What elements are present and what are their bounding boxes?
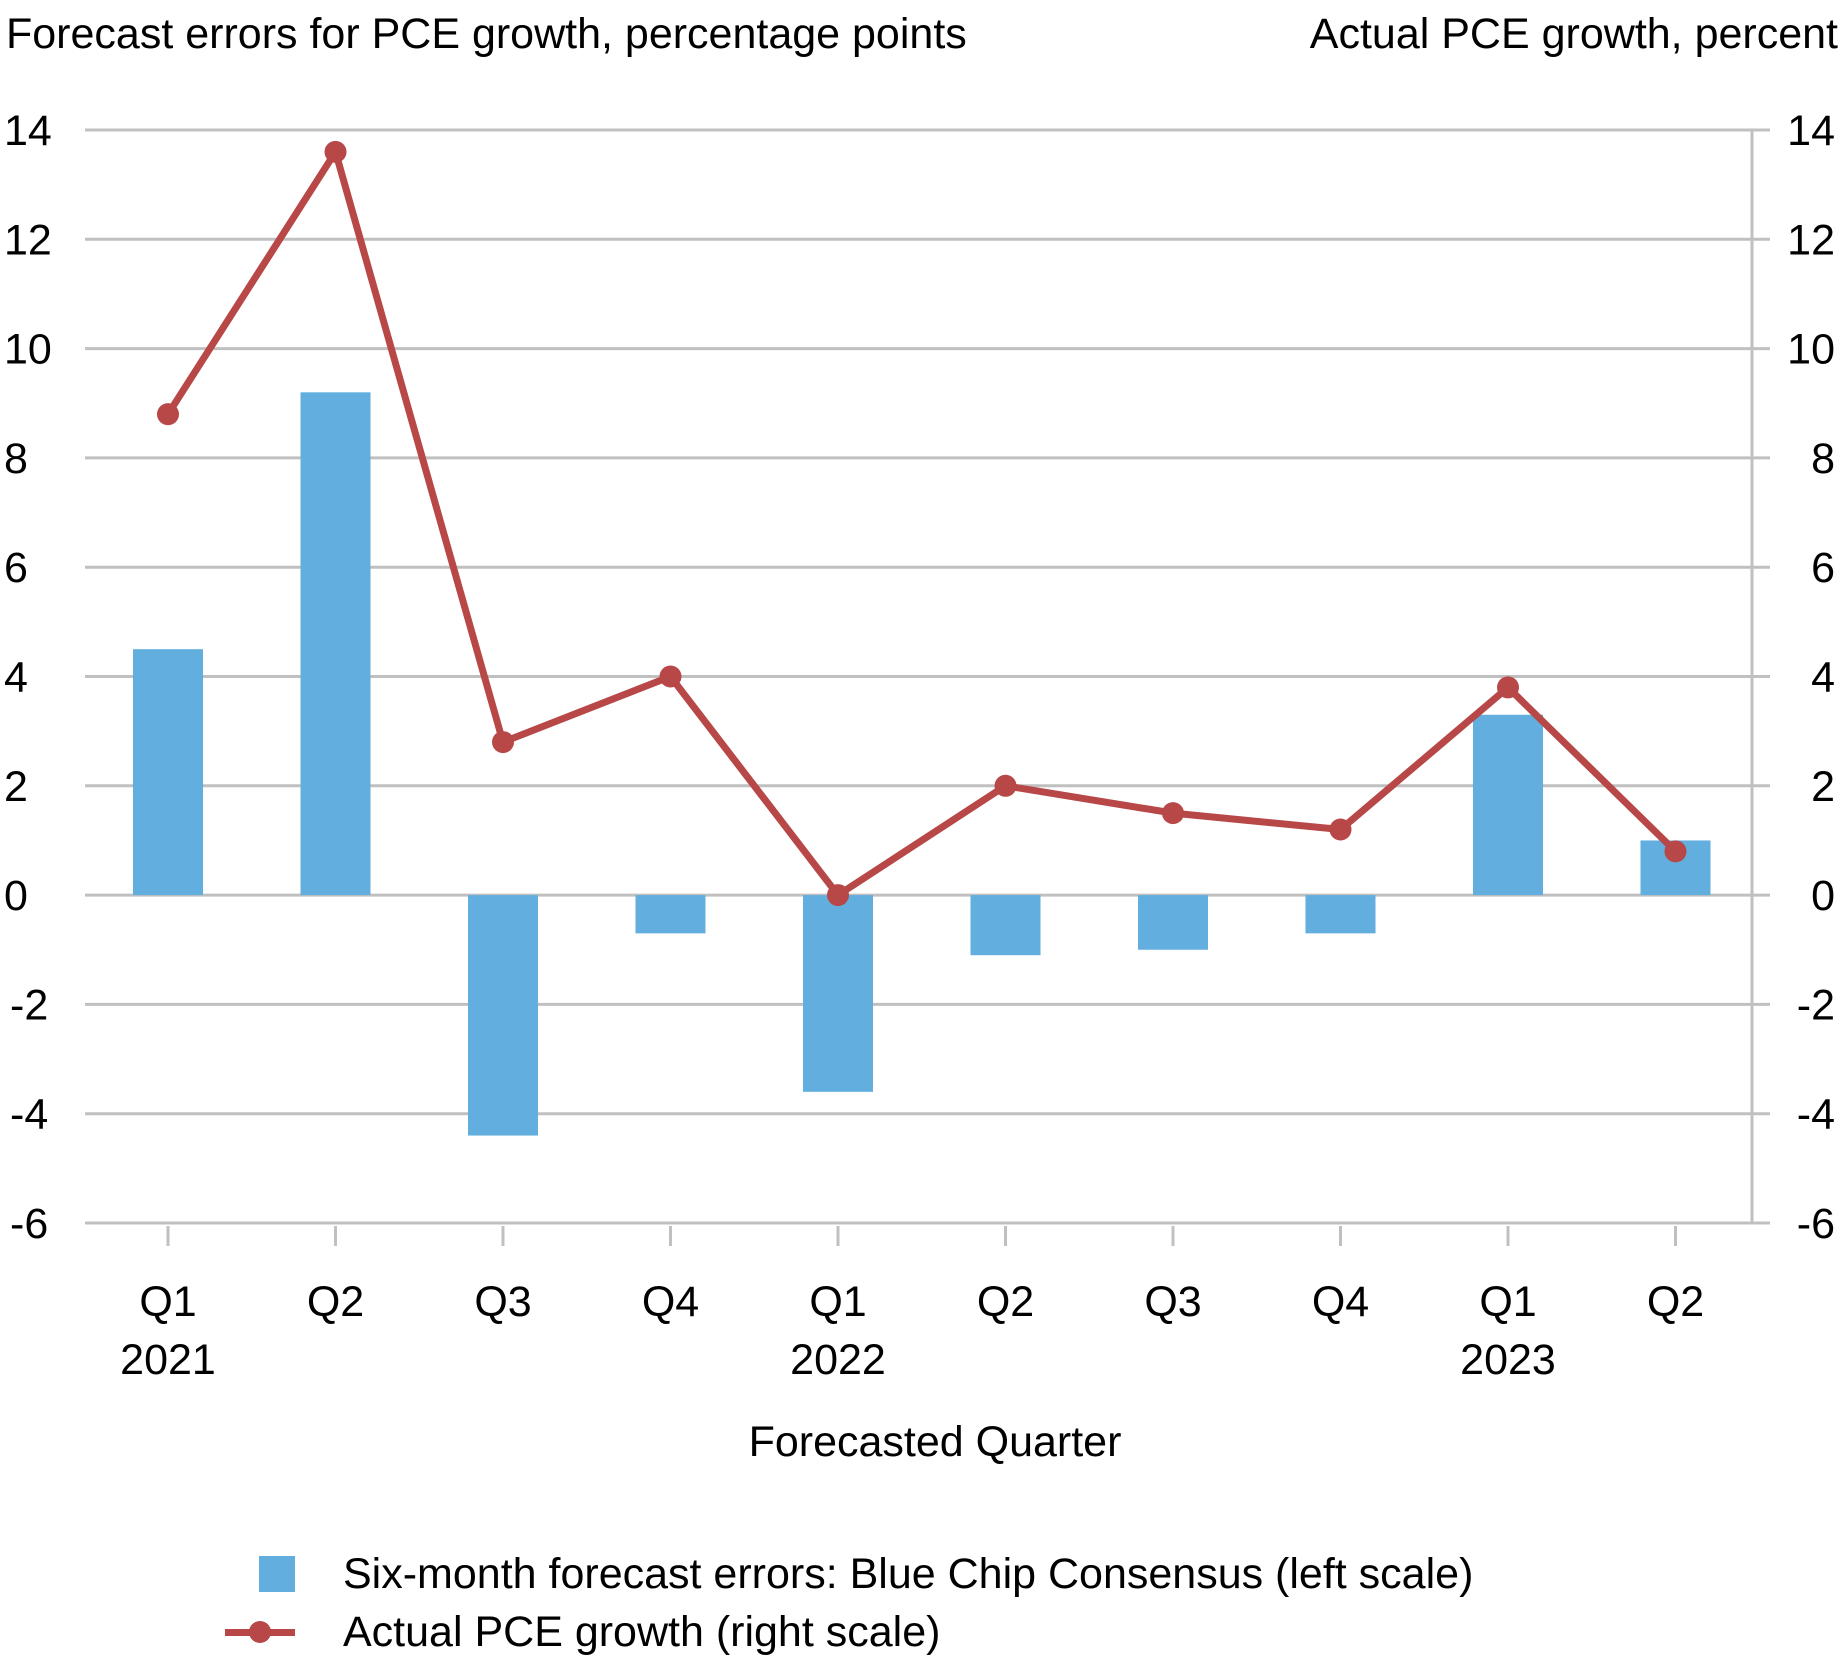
right-y-tick-label: -4 (1797, 1091, 1835, 1139)
x-tick-label-year: 2023 (1460, 1336, 1556, 1384)
pce-marker (1497, 676, 1519, 699)
right-y-tick-label: 2 (1811, 763, 1835, 811)
right-y-tick-label: 14 (1787, 107, 1835, 155)
bar (1473, 714, 1543, 896)
right-y-tick-label: 6 (1811, 544, 1835, 592)
left-axis-title: Forecast errors for PCE growth, percenta… (6, 10, 967, 58)
left-y-tick-label: 4 (4, 654, 28, 702)
left-y-tick-label: 0 (4, 872, 28, 920)
pce-marker (1329, 818, 1352, 841)
x-tick-label-year: 2021 (120, 1336, 216, 1384)
left-y-tick-label: 2 (4, 763, 28, 811)
left-y-tick-label: 6 (4, 544, 28, 592)
bar (803, 895, 873, 1092)
x-tick-label-quarter: Q1 (809, 1278, 866, 1326)
pce-marker (1162, 802, 1184, 825)
pce-marker (827, 884, 849, 907)
x-tick-label-quarter: Q4 (1312, 1278, 1369, 1326)
left-y-tick-label: -6 (10, 1200, 48, 1248)
pce-marker (994, 774, 1017, 797)
bar (970, 895, 1041, 956)
x-tick-label-quarter: Q2 (1647, 1278, 1704, 1326)
legend-item-forecast-errors: Six-month forecast errors: Blue Chip Con… (225, 1545, 1473, 1603)
pce-marker (157, 403, 179, 426)
left-y-tick-label: -2 (10, 981, 48, 1029)
left-y-tick-label: 14 (4, 107, 52, 155)
bar (635, 895, 706, 934)
pce-marker (1664, 840, 1687, 863)
bar (1138, 895, 1208, 950)
pce-line (165, 148, 1678, 899)
legend-label-actual-pce: Actual PCE growth (right scale) (343, 1607, 941, 1656)
x-axis-title: Forecasted Quarter (748, 1418, 1122, 1466)
bar (468, 895, 538, 1136)
right-y-tick-label: 4 (1811, 654, 1835, 702)
right-y-tick-label: -2 (1797, 981, 1835, 1029)
x-tick-label-quarter: Q1 (1479, 1278, 1536, 1326)
x-tick-label-quarter: Q3 (474, 1278, 531, 1326)
bar (1305, 895, 1376, 934)
right-y-tick-label: -6 (1797, 1200, 1835, 1248)
bar (133, 649, 203, 896)
legend: Six-month forecast errors: Blue Chip Con… (225, 1545, 1473, 1661)
legend-bar-swatch (259, 1556, 295, 1592)
legend-item-actual-pce: Actual PCE growth (right scale) (225, 1603, 1473, 1661)
pce-marker (492, 731, 514, 754)
right-y-tick-label: 8 (1811, 435, 1835, 483)
pce-marker (659, 665, 682, 688)
x-tick-label-year: 2022 (790, 1336, 886, 1384)
bar (300, 392, 371, 896)
left-y-tick-label: 10 (4, 326, 52, 374)
left-y-tick-label: 12 (4, 216, 52, 264)
right-y-tick-label: 0 (1811, 872, 1835, 920)
chart-plot: 14 14 12 12 10 10 8 8 6 6 4 4 2 2 0 0 -2 -2 -4 -4 -6 -6 Q1 2021… (4, 107, 1835, 1384)
pce-marker (324, 140, 347, 163)
x-tick-label-quarter: Q2 (977, 1278, 1034, 1326)
x-tick-label-quarter: Q3 (1144, 1278, 1201, 1326)
legend-line-swatch (225, 1614, 295, 1650)
right-y-tick-label: 10 (1787, 326, 1835, 374)
left-y-tick-label: 8 (4, 435, 28, 483)
x-tick-label-quarter: Q1 (139, 1278, 196, 1326)
legend-label-forecast-errors: Six-month forecast errors: Blue Chip Con… (343, 1549, 1474, 1598)
right-axis-title: Actual PCE growth, percent (1309, 10, 1838, 58)
x-tick-label-quarter: Q2 (307, 1278, 364, 1326)
x-tick-label-quarter: Q4 (642, 1278, 699, 1326)
right-y-tick-label: 12 (1787, 216, 1835, 264)
left-y-tick-label: -4 (10, 1091, 48, 1139)
